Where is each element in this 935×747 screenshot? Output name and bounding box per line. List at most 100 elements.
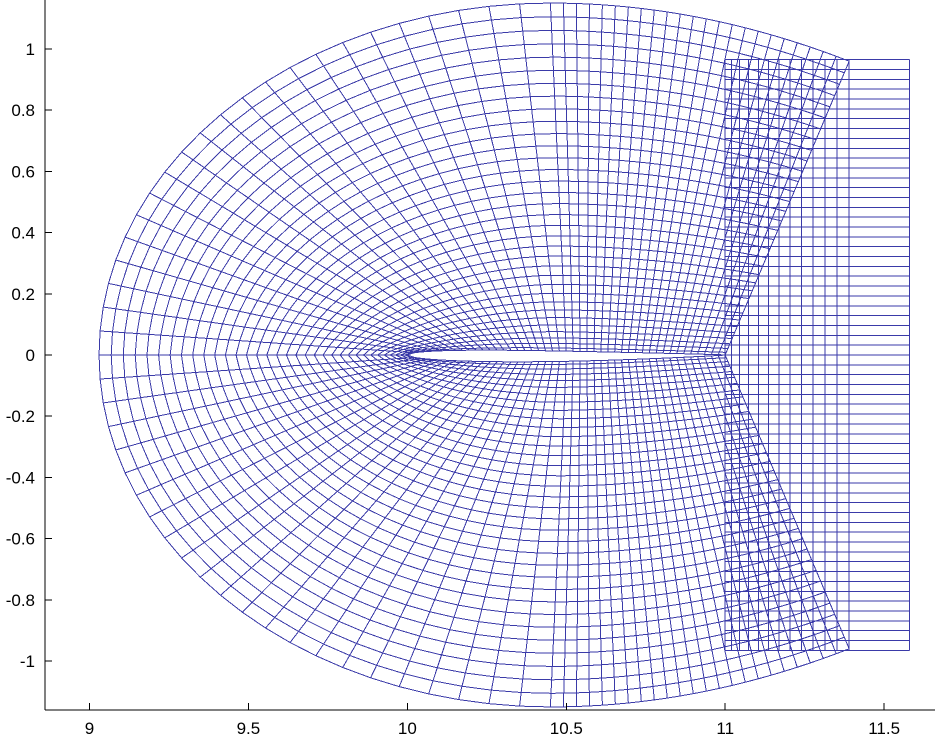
upper-mesh-wrap-line-14 <box>313 245 763 356</box>
upper-mesh-wrap-line-3 <box>395 337 730 356</box>
upper-mesh-wrap-line-12 <box>331 265 756 356</box>
upper-mesh-radial-line-17 <box>370 31 526 351</box>
x-tick-label-4: 11 <box>716 719 734 738</box>
y-tick-label-5: 0 <box>26 346 35 365</box>
lower-mesh-radial-line-31 <box>621 359 655 700</box>
upper-mesh-wrap-line-8 <box>363 301 743 356</box>
lower-mesh-radial-line-36 <box>655 358 720 689</box>
x-tick-label-3: 10.5 <box>550 719 583 738</box>
lower-mesh-wrap-line-6 <box>377 354 738 396</box>
upper-mesh-radial-line-31 <box>621 10 655 353</box>
lower-mesh-wrap-line-3 <box>395 354 730 375</box>
lower-mesh-wrap-line-14 <box>313 354 763 467</box>
upper-mesh-wrap-line-22 <box>235 157 795 356</box>
upper-mesh-radial-line-26 <box>586 4 590 352</box>
y-tick-label-4: 0.2 <box>11 285 35 304</box>
lower-mesh-radial-line-27 <box>593 360 603 706</box>
upper-mesh-radial-line-20 <box>458 10 547 351</box>
y-ticks: 1 0.8 0.6 0.4 0.2 0 -0.2 -0.4 -0.6 -0.8 -1 <box>6 40 52 671</box>
mesh-grid <box>98 2 850 708</box>
upper-mesh-wrap-line-23 <box>224 145 799 356</box>
upper-mesh-wrap-line-1 <box>404 347 727 356</box>
lower-mesh-wrap-line-10 <box>347 354 750 429</box>
lower-mesh-wrap-line-29 <box>158 354 826 641</box>
lower-mesh-wrap-line-19 <box>266 354 782 520</box>
upper-mesh-radial-line-43 <box>704 46 811 355</box>
upper-mesh-wrap-line-18 <box>276 203 778 356</box>
lower-mesh-wrap-line-26 <box>192 354 812 603</box>
x-tick-label-5: 11.5 <box>868 719 900 738</box>
lower-mesh-wrap-line-22 <box>235 354 795 554</box>
lower-mesh-radial-line-16 <box>342 361 519 668</box>
lower-mesh-wrap-line-5 <box>383 354 735 388</box>
upper-mesh-radial-line-22 <box>519 3 560 352</box>
lower-mesh-radial-line-13 <box>265 361 498 629</box>
upper-mesh-wrap-line-19 <box>266 191 782 356</box>
upper-mesh-radial-line-34 <box>641 16 694 353</box>
upper-mesh-radial-line-11 <box>220 114 484 351</box>
upper-mesh-radial-line-25 <box>575 3 581 352</box>
lower-mesh-wrap-line-9 <box>355 354 746 420</box>
y-tick-label-6: -0.2 <box>6 407 35 426</box>
lower-mesh-wrap-line-8 <box>363 354 743 411</box>
lower-mesh-wrap-line-32 <box>122 354 840 681</box>
upper-mesh-wrap-line-26 <box>192 108 812 356</box>
upper-mesh-wrap-line-11 <box>339 274 753 356</box>
lower-mesh-wrap-line-27 <box>180 354 817 616</box>
upper-mesh-wrap-line-10 <box>347 283 750 356</box>
upper-mesh-wrap-line-9 <box>355 292 746 356</box>
upper-mesh-radial-line-24 <box>562 3 574 352</box>
upper-mesh-wrap-line-34 <box>98 2 850 356</box>
upper-mesh-radial-line-23 <box>549 3 567 352</box>
x-tick-label-0: 9 <box>85 719 94 738</box>
upper-mesh-wrap-line-0 <box>407 349 726 356</box>
upper-mesh-wrap-line-5 <box>383 324 735 356</box>
upper-mesh-radial-line-12 <box>241 97 491 351</box>
y-tick-label-3: 0.4 <box>11 224 35 243</box>
lower-mesh-wrap-line-20 <box>256 354 786 531</box>
y-tick-label-0: 1 <box>26 40 35 59</box>
lower-mesh-radial-line-7 <box>149 360 456 518</box>
lower-mesh-radial-line-8 <box>164 360 463 539</box>
lower-mesh-wrap-line-31 <box>134 354 835 667</box>
upper-mesh-radial-line-3 <box>108 282 429 352</box>
upper-mesh-wrap-line-13 <box>322 255 760 356</box>
lower-mesh-radial-line-22 <box>519 361 560 707</box>
lower-mesh-wrap-line-2 <box>400 354 728 370</box>
upper-mesh-wrap-line-15 <box>304 235 767 356</box>
upper-mesh-radial-line-27 <box>593 4 603 352</box>
upper-mesh-wrap-line-4 <box>389 331 733 356</box>
upper-mesh-radial-line-29 <box>607 6 629 353</box>
lower-mesh-radial-line-43 <box>704 356 811 664</box>
y-tick-label-10: -1 <box>20 652 35 671</box>
lower-mesh-radial-line-25 <box>575 361 581 707</box>
lower-mesh-wrap-line-7 <box>370 354 740 403</box>
wake-grid <box>724 59 911 651</box>
upper-mesh-wrap-line-7 <box>370 309 740 356</box>
upper-mesh-wrap-line-31 <box>134 43 835 356</box>
lower-mesh-radial-line-17 <box>370 361 526 679</box>
lower-mesh-wrap-line-24 <box>214 354 803 578</box>
upper-mesh-radial-line-36 <box>655 21 720 354</box>
lower-mesh-radial-line-29 <box>607 360 629 704</box>
y-tick-label-1: 0.8 <box>11 101 35 120</box>
upper-mesh-wrap-line-2 <box>400 342 728 356</box>
lower-mesh-wrap-line-16 <box>295 354 771 487</box>
upper-mesh-wrap-line-16 <box>295 224 771 356</box>
lower-mesh-wrap-line-34 <box>98 354 850 708</box>
lower-mesh-wrap-line-21 <box>245 354 791 543</box>
upper-mesh-radial-line-28 <box>600 5 616 352</box>
lower-mesh-wrap-line-33 <box>110 354 845 694</box>
upper-mesh-wrap-line-20 <box>256 180 786 356</box>
y-tick-label-2: 0.6 <box>11 162 35 181</box>
lower-mesh-wrap-line-12 <box>331 354 756 447</box>
upper-mesh-wrap-line-21 <box>245 169 791 356</box>
upper-mesh-wrap-line-33 <box>110 16 845 356</box>
upper-mesh-radial-line-7 <box>149 192 456 351</box>
upper-mesh-wrap-line-29 <box>158 69 826 356</box>
lower-mesh-wrap-line-0 <box>407 354 726 363</box>
upper-mesh-wrap-line-6 <box>377 317 738 356</box>
lower-mesh-radial-line-23 <box>549 361 567 707</box>
upper-mesh-wrap-line-32 <box>122 29 840 356</box>
